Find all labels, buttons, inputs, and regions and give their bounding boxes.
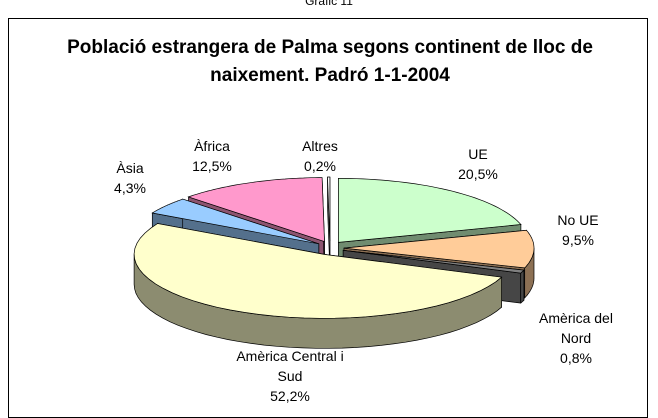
slice <box>338 178 522 243</box>
slice <box>343 249 525 274</box>
category-label: UE <box>468 146 488 162</box>
slice <box>133 223 503 319</box>
value-label: 20,5% <box>458 166 498 182</box>
header: Gràfic 11 <box>305 0 353 8</box>
slice-label: Amèrica del Nord 0,8% <box>526 308 626 368</box>
category-label: Àfrica <box>194 138 230 154</box>
value-label: 12,5% <box>192 158 232 174</box>
slice <box>327 176 331 242</box>
chart-title: Població estrangera de Palma segons cont… <box>67 37 593 86</box>
slice-label: Àfrica 12,5% <box>182 136 242 176</box>
slice <box>187 177 325 243</box>
category-label: Àsia <box>116 160 144 176</box>
category-label: Amèrica del Nord <box>539 310 613 346</box>
slice-label: Àsia 4,3% <box>100 158 160 198</box>
value-label: 0,8% <box>560 350 592 366</box>
slice-label: Altres 0,2% <box>290 136 350 176</box>
slice-wall <box>520 269 525 304</box>
slice <box>343 229 535 269</box>
slice-label: UE 20,5% <box>438 144 518 184</box>
category-label: No UE <box>557 212 599 228</box>
slice-label: Amèrica Central i Sud 52,2% <box>225 346 355 406</box>
category-label: Altres <box>302 138 338 154</box>
category-label: Amèrica Central i Sud <box>236 348 344 384</box>
slice <box>151 198 319 245</box>
value-label: 9,5% <box>562 232 594 248</box>
slice-label: No UE 9,5% <box>538 210 618 250</box>
value-label: 0,2% <box>304 158 336 174</box>
value-label: 4,3% <box>114 180 146 196</box>
value-label: 52,2% <box>270 388 310 404</box>
